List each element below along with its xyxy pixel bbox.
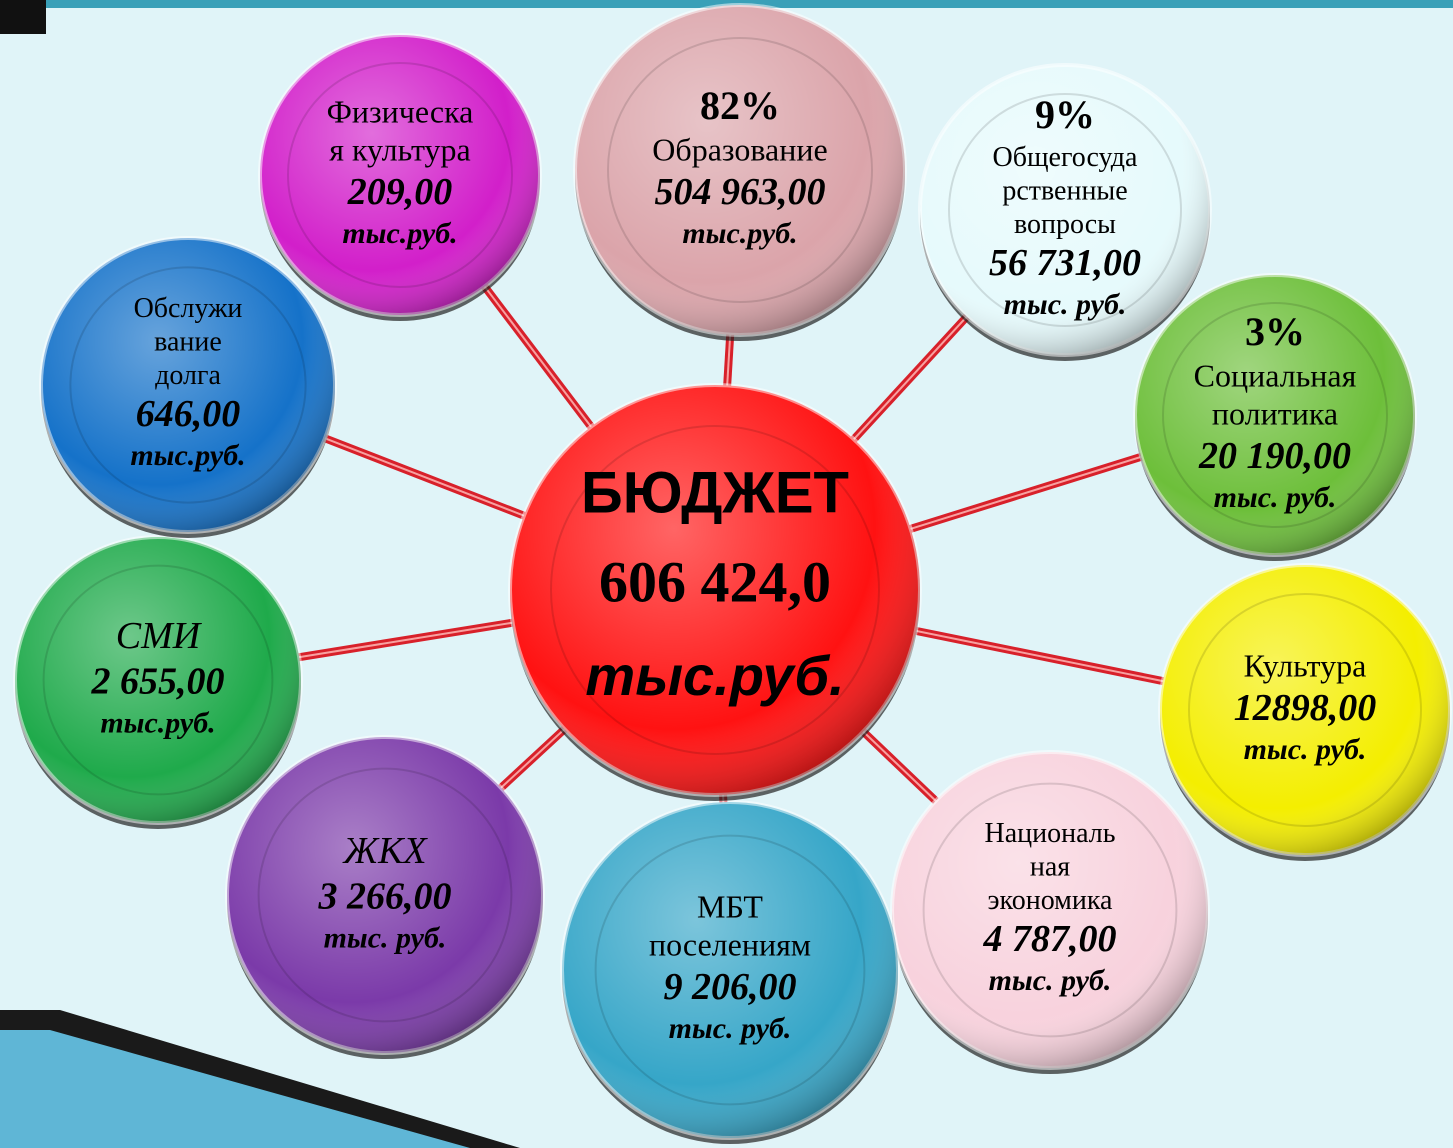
node-circle-inner [1188,593,1422,827]
connector-highlight [891,452,1152,536]
node-label: Обслужи [134,293,243,324]
node-circle-inner [1162,302,1388,528]
arrow [0,1030,470,1148]
node-label: Националь [984,818,1115,849]
node-label: Образование [652,132,827,168]
node-unit: тыс. руб. [1214,481,1337,514]
node-amount: 2 655,00 [91,661,225,703]
node-unit: тыс.руб. [342,217,457,250]
node-amount: 504 963,00 [655,171,826,213]
node-percent: 3% [1245,309,1305,354]
node-amount: 209,00 [347,171,453,213]
node-amount: 20 190,00 [1198,435,1351,477]
node-percent: 82% [700,83,780,128]
node-label: поселениям [649,927,811,963]
node-label: ЖКХ [342,830,428,872]
connector-highlight [315,433,543,524]
node-label: экономика [988,885,1114,916]
node-circle-inner [69,266,307,504]
node-circle-inner [594,834,866,1106]
node-amount: 9 206,00 [664,966,797,1008]
node-unit: тыс. руб. [1004,288,1127,321]
center-circle-shine [510,385,920,795]
node-amount: 12898,00 [1234,687,1377,729]
node-circle-shine [1160,565,1450,855]
node-label: я культура [329,132,471,168]
node-circle-shine [227,737,543,1053]
node-label: СМИ [116,615,203,657]
corner-mark [0,0,46,34]
node-unit: тыс.руб. [130,439,245,472]
node-label: рственные [1002,176,1127,207]
node-amount: 646,00 [136,393,241,435]
node-label: Культура [1244,648,1367,684]
node-unit: тыс. руб. [669,1012,792,1045]
node-label: вание [154,327,222,358]
connector-highlight [477,277,604,444]
node-circle-shine [41,238,335,532]
node-circle-shine [1135,275,1415,555]
node-label: ная [1030,852,1070,883]
node-label: Общегосуда [993,142,1138,173]
node-amount: 4 787,00 [983,918,1117,960]
center-unit: тыс.руб. [585,644,844,707]
node-circle-inner [607,37,873,303]
node-unit: тыс. руб. [1244,733,1367,766]
node-circle-shine [15,537,301,823]
node-label: Социальная [1194,357,1357,393]
node-circle-inner [948,93,1182,327]
node-label: МБТ [697,888,763,924]
center-amount: 606 424,0 [599,549,831,614]
node-amount: 56 731,00 [989,242,1141,284]
node-percent: 9% [1035,92,1095,137]
node-label: долга [155,360,221,391]
node-unit: тыс. руб. [324,921,447,954]
node-amount: 3 266,00 [318,876,452,918]
connector-highlight [289,618,533,660]
center-circle-inner [550,425,880,755]
node-circle-shine [892,752,1208,1068]
node-circle-shine [562,802,898,1138]
node-label: вопросы [1014,209,1116,240]
connector-highlight [896,625,1173,685]
node-circle-inner [42,564,274,796]
node-circle-inner [257,767,513,1023]
center-title: БЮДЖЕТ [581,460,849,525]
node-unit: тыс. руб. [989,964,1112,997]
node-circle-shine [575,5,905,335]
node-label: Физическа [327,93,474,129]
node-circle-inner [287,62,513,288]
node-circle-shine [260,35,540,315]
node-circle-shine [920,65,1210,355]
node-label: политика [1212,396,1338,432]
node-circle-inner [922,782,1178,1038]
node-unit: тыс.руб. [682,217,797,250]
node-unit: тыс.руб. [100,706,215,739]
connector-highlight [839,308,975,455]
